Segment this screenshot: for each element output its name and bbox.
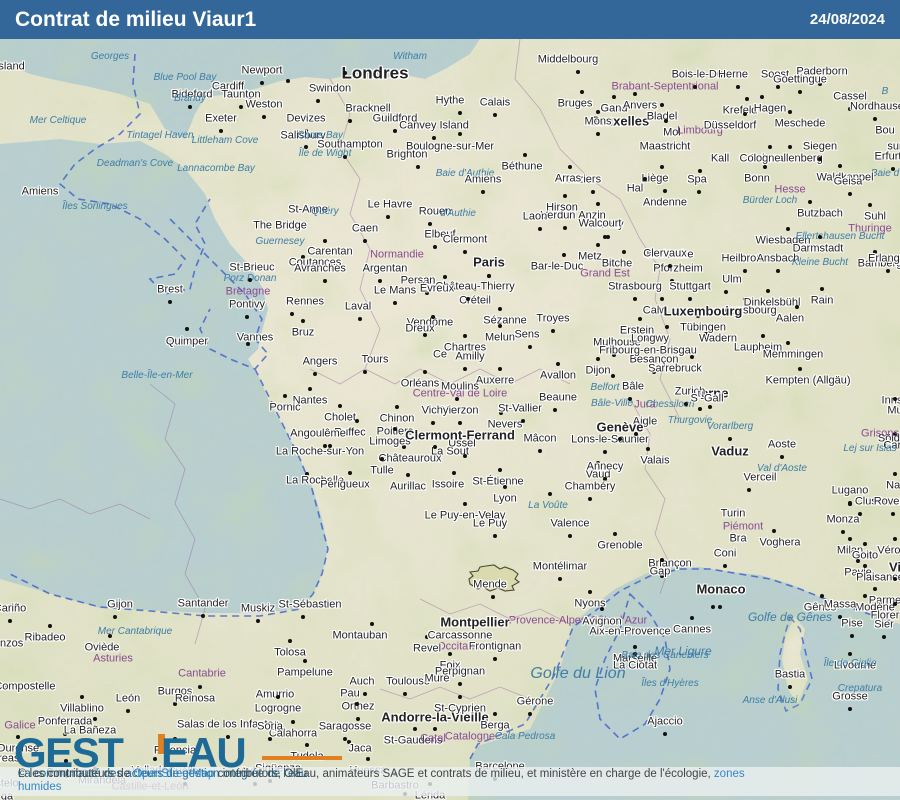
svg-text:EAU: EAU bbox=[161, 731, 245, 776]
svg-text:GEST: GEST bbox=[14, 731, 124, 776]
